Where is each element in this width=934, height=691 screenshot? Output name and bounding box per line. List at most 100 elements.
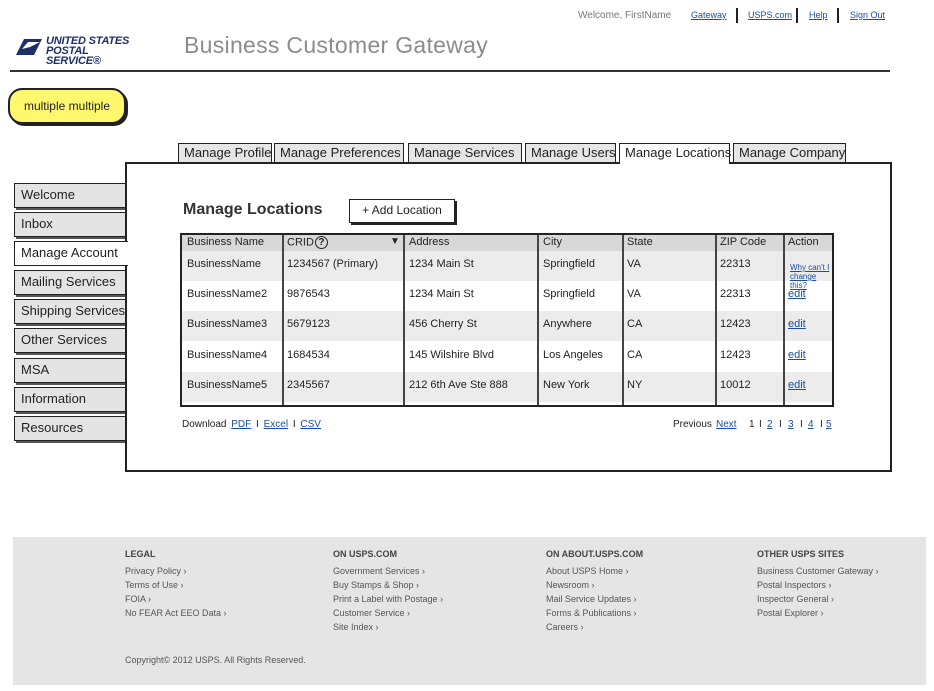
sidebar-item-resources[interactable]: Resources [14, 416, 127, 441]
column-divider [537, 235, 539, 405]
cell-address: 456 Cherry St [409, 318, 477, 330]
column-divider [715, 235, 717, 405]
footer-link[interactable]: FOIA › [125, 594, 152, 604]
gateway-link[interactable]: Gateway [691, 10, 727, 20]
footer-link[interactable]: Terms of Use › [125, 580, 184, 590]
sidebar-item-mailing-services[interactable]: Mailing Services [14, 270, 127, 295]
download-pdf-link[interactable]: PDF [231, 419, 252, 430]
why-cant-change-link[interactable]: Why can't I change this? [790, 263, 830, 290]
sidebar-item-manage-account[interactable]: Manage Account [14, 241, 128, 266]
footer-link[interactable]: Print a Label with Postage › [333, 594, 444, 604]
cell-zip: 22313 [720, 288, 751, 300]
sidebar-item-welcome[interactable]: Welcome [14, 183, 127, 208]
footer-link[interactable]: Government Services › [333, 566, 426, 576]
footer-heading: ON ABOUT.USPS.COM [546, 549, 644, 559]
footer-link[interactable]: Business Customer Gateway › [757, 566, 879, 576]
footer-link[interactable]: Site Index › [333, 622, 379, 632]
divider [10, 70, 890, 72]
footer-link[interactable]: Postal Explorer › [757, 608, 824, 618]
footer-link[interactable]: Customer Service › [333, 608, 411, 618]
footer-heading: OTHER USPS SITES [757, 549, 845, 559]
locations-table: Business Name CRID? ▼ Address City State… [180, 233, 834, 407]
cell-city: Springfield [543, 288, 595, 300]
download-csv-link[interactable]: CSV [300, 419, 321, 430]
page-link-5[interactable]: 5 [826, 419, 832, 430]
footer-link[interactable]: Privacy Policy › [125, 566, 187, 576]
crid-label: CRID [287, 236, 314, 249]
cell-zip: 10012 [720, 379, 751, 391]
cell-business-name: BusinessName2 [187, 288, 268, 300]
separator: I [779, 419, 782, 430]
column-header-zip[interactable]: ZIP Code [720, 236, 767, 248]
divider [736, 8, 738, 23]
table-header [182, 235, 832, 251]
page-link-4[interactable]: 4 [808, 419, 814, 430]
tab-manage-preferences[interactable]: Manage Preferences [274, 143, 404, 163]
footer-link[interactable]: Inspector General › [757, 594, 835, 604]
cell-city: Los Angeles [543, 349, 603, 361]
footer-link[interactable]: Postal Inspectors › [757, 580, 832, 590]
cell-address: 145 Wilshire Blvd [409, 349, 494, 361]
cell-business-name: BusinessName4 [187, 349, 268, 361]
column-header-address[interactable]: Address [409, 236, 450, 248]
footer-link[interactable]: Mail Service Updates › [546, 594, 637, 604]
download-label: Download [182, 419, 227, 430]
sidebar-item-msa[interactable]: MSA [14, 358, 127, 383]
next-link[interactable]: Next [716, 419, 737, 430]
page-link-3[interactable]: 3 [788, 419, 794, 430]
cell-crid: 5679123 [287, 318, 330, 330]
sign-out-link[interactable]: Sign Out [850, 10, 886, 20]
edit-link[interactable]: edit [788, 318, 806, 330]
tab-manage-profile[interactable]: Manage Profile [178, 143, 272, 163]
copyright-text: Copyright© 2012 USPS. All Rights Reserve… [125, 655, 306, 665]
cell-crid: 1684534 [287, 349, 330, 361]
sidebar-item-other-services[interactable]: Other Services [14, 328, 127, 353]
cell-crid: 2345567 [287, 379, 330, 391]
separator: I [800, 419, 803, 430]
edit-link[interactable]: edit [788, 379, 806, 391]
tab-manage-users[interactable]: Manage Users [525, 143, 616, 163]
cell-business-name: BusinessName5 [187, 379, 268, 391]
column-divider [622, 235, 624, 405]
column-header-city[interactable]: City [543, 236, 562, 248]
help-link[interactable]: Help [809, 10, 828, 20]
tab-manage-services[interactable]: Manage Services [408, 143, 522, 163]
column-divider [403, 235, 405, 405]
footer-column-legal: LEGAL Privacy Policy › Terms of Use › FO… [125, 549, 227, 618]
sidebar-item-shipping-services[interactable]: Shipping Services [14, 299, 127, 324]
page-title: Business Customer Gateway [184, 32, 489, 58]
usps-link[interactable]: USPS.com [748, 10, 793, 20]
sidebar-item-inbox[interactable]: Inbox [14, 212, 127, 237]
sort-desc-icon[interactable]: ▼ [390, 236, 400, 247]
tab-manage-company[interactable]: Manage Company [733, 143, 846, 163]
sidebar-item-information[interactable]: Information [14, 387, 127, 412]
tab-manage-locations[interactable]: Manage Locations [619, 143, 731, 164]
footer-link[interactable]: About USPS Home › [546, 566, 629, 576]
column-header-state[interactable]: State [627, 236, 653, 248]
page-current: 1 [749, 419, 755, 430]
help-icon[interactable]: ? [314, 236, 328, 249]
cell-state: CA [627, 349, 643, 361]
column-divider [783, 235, 785, 405]
previous-label: Previous [673, 419, 712, 430]
page-link-2[interactable]: 2 [767, 419, 773, 430]
download-excel-link[interactable]: Excel [263, 419, 289, 430]
cell-city: Springfield [543, 258, 595, 270]
column-header-business-name[interactable]: Business Name [187, 236, 265, 248]
footer-link[interactable]: Buy Stamps & Shop › [333, 580, 420, 590]
cell-crid: 9876543 [287, 288, 330, 300]
footer-link[interactable]: Newsroom › [546, 580, 595, 590]
cell-state: NY [627, 379, 643, 391]
footer-heading: LEGAL [125, 549, 156, 559]
table-row [182, 372, 832, 402]
edit-link[interactable]: edit [788, 288, 806, 300]
footer-link[interactable]: Forms & Publications › [546, 608, 637, 618]
edit-link[interactable]: edit [788, 349, 806, 361]
eagle-icon [16, 39, 42, 55]
cell-business-name: BusinessName3 [187, 318, 268, 330]
add-location-button[interactable]: + Add Location [349, 199, 455, 223]
footer-link[interactable]: No FEAR Act EEO Data › [125, 608, 227, 618]
cell-zip: 22313 [720, 258, 751, 270]
footer-link[interactable]: Careers › [546, 622, 584, 632]
column-header-crid[interactable]: CRID? [287, 236, 328, 249]
